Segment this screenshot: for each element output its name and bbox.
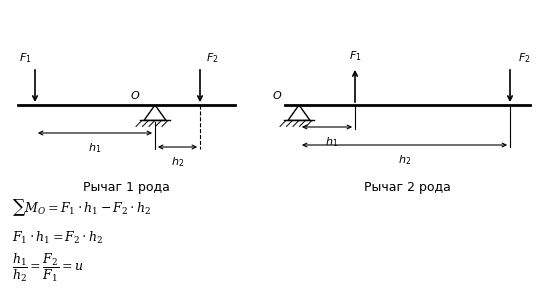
Text: $F_1$: $F_1$: [349, 49, 362, 63]
Text: $F_2$: $F_2$: [518, 51, 530, 65]
Text: $\sum M_O = F_1 \cdot h_1 - F_2 \cdot h_2$: $\sum M_O = F_1 \cdot h_1 - F_2 \cdot h_…: [12, 198, 151, 218]
Text: O: O: [131, 91, 139, 101]
Text: Рычаг 1 рода: Рычаг 1 рода: [83, 181, 170, 194]
Text: $h_1$: $h_1$: [325, 135, 339, 149]
Text: $\dfrac{h_1}{h_2} = \dfrac{F_2}{F_1} = u$: $\dfrac{h_1}{h_2} = \dfrac{F_2}{F_1} = u…: [12, 252, 83, 284]
Text: Рычаг 2 рода: Рычаг 2 рода: [364, 181, 451, 194]
Text: $F_1$: $F_1$: [18, 51, 31, 65]
Text: O: O: [273, 91, 281, 101]
Text: $h_1$: $h_1$: [88, 141, 102, 155]
Text: $h_2$: $h_2$: [171, 155, 184, 169]
Text: $h_2$: $h_2$: [398, 153, 411, 167]
Text: $F_1 \cdot h_1 = F_2 \cdot h_2$: $F_1 \cdot h_1 = F_2 \cdot h_2$: [12, 230, 104, 246]
Text: $F_2$: $F_2$: [206, 51, 218, 65]
